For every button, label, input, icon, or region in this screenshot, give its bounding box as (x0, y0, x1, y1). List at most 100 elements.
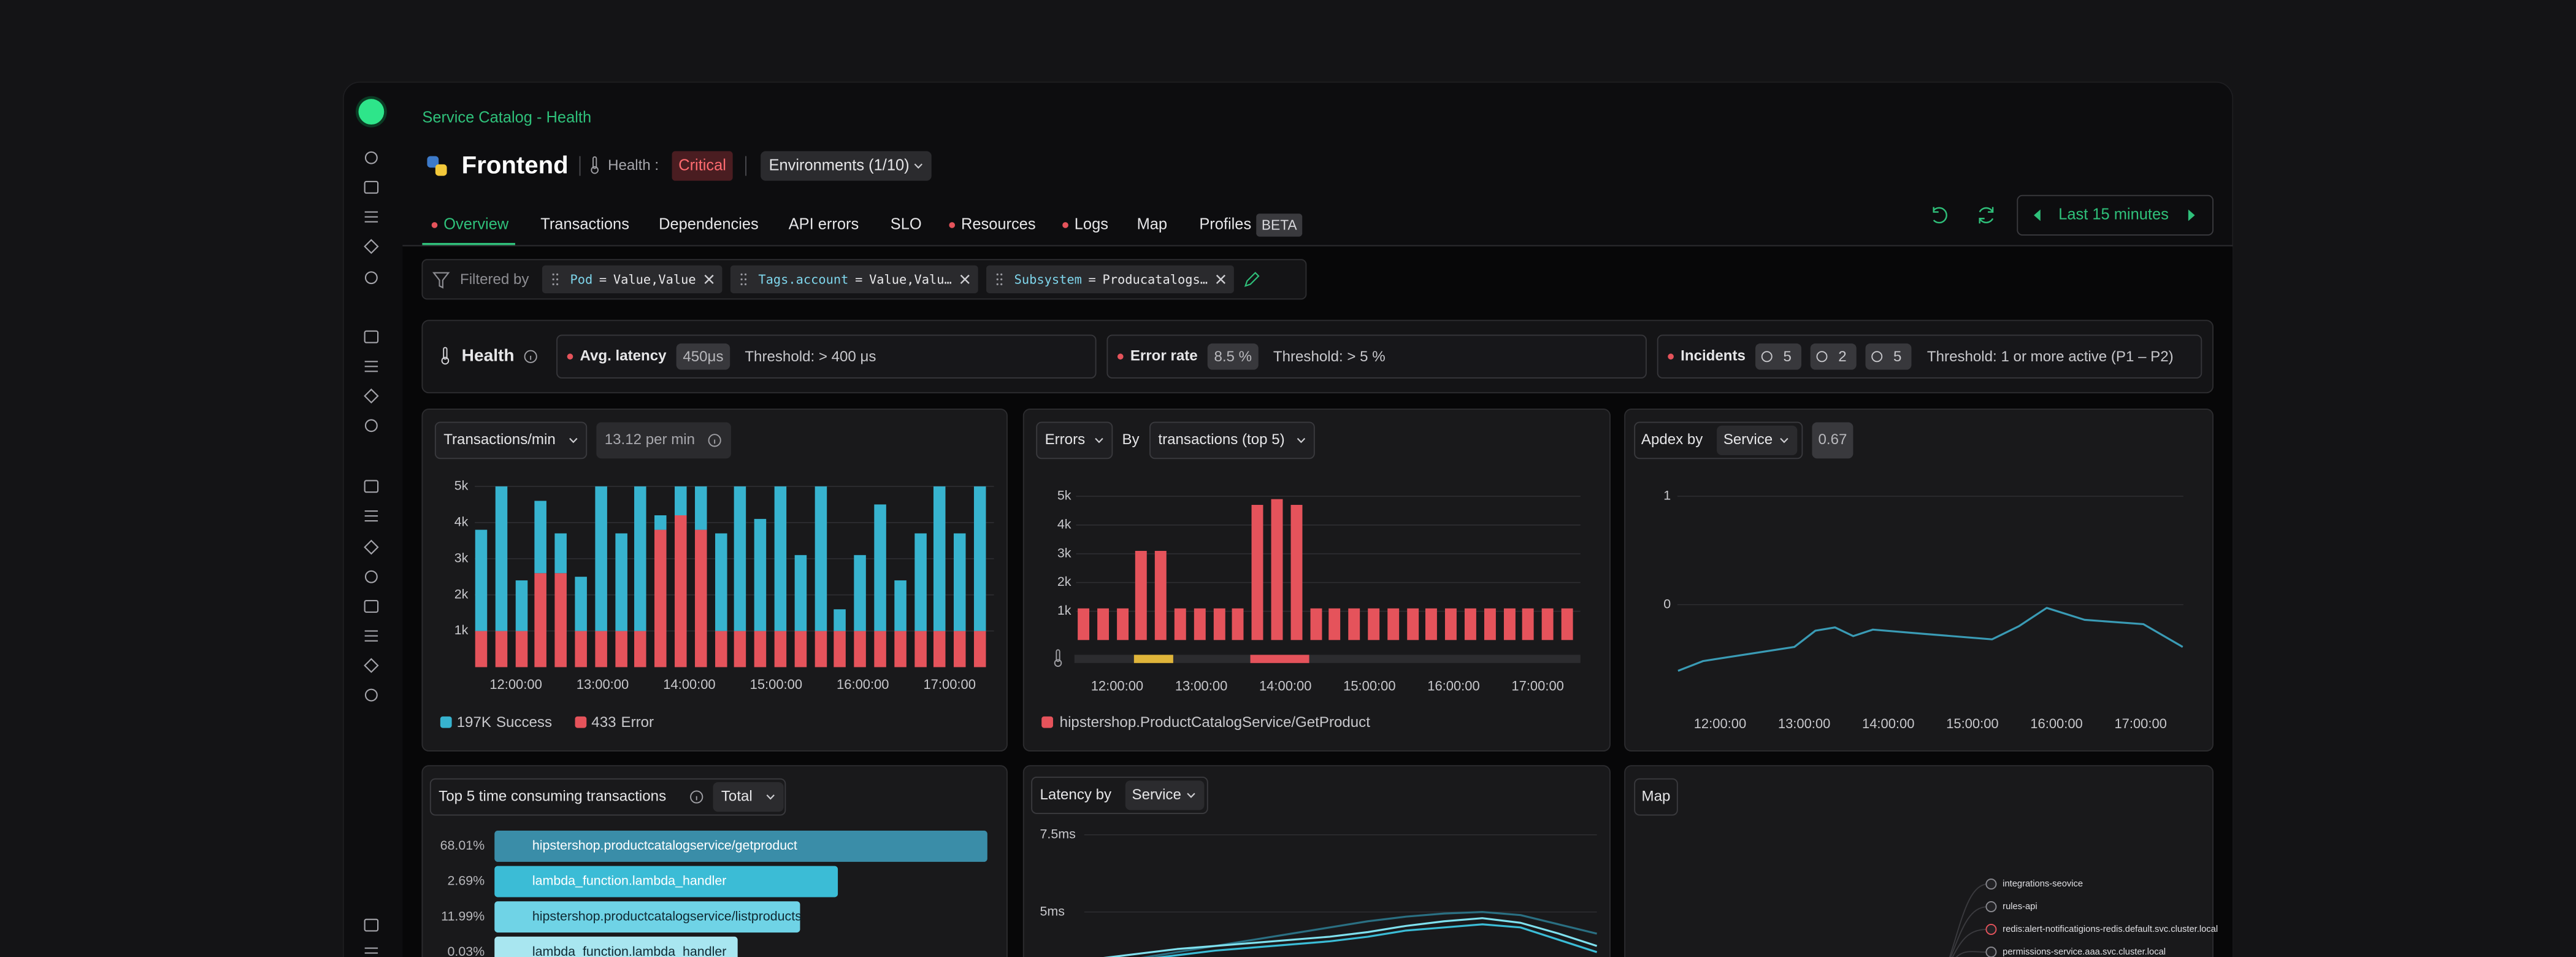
bar (1328, 608, 1341, 640)
row-percent: 11.99% (441, 909, 485, 923)
panel (1022, 409, 1611, 752)
bar (1387, 608, 1400, 640)
refresh-icon[interactable] (1979, 207, 1994, 224)
line (1677, 607, 2183, 672)
incident-badge (1755, 343, 1802, 370)
undo-icon[interactable] (1933, 207, 1947, 224)
tab[interactable]: Overview (443, 216, 509, 233)
x-tick-label: 14:00:00 (1862, 716, 1914, 731)
nav-icon[interactable] (364, 630, 378, 642)
x-tick-label: 12:00:00 (1694, 716, 1746, 731)
time-range: Last 15 minutes (2058, 206, 2169, 223)
tab[interactable]: Transactions (540, 216, 629, 233)
nav-icon[interactable] (364, 388, 379, 404)
bar (1464, 608, 1476, 640)
y-tick-label: 1k (1057, 603, 1071, 618)
service-dropdown[interactable] (1717, 425, 1798, 455)
nav-icon[interactable] (364, 539, 379, 555)
bar (933, 631, 946, 667)
bar (1232, 608, 1244, 640)
bar (834, 609, 846, 631)
total-dropdown[interactable] (713, 782, 784, 812)
nav-icon[interactable] (364, 947, 378, 957)
bar (973, 486, 986, 631)
thermometer-icon (443, 347, 448, 360)
legend-total: 433 (591, 714, 616, 731)
drag-handle (556, 283, 559, 285)
nav-icon[interactable] (364, 330, 379, 344)
edit-icon[interactable] (1244, 272, 1260, 287)
chip-remove[interactable] (704, 274, 714, 284)
errors-dropdown[interactable] (1036, 421, 1113, 459)
nav-icon[interactable] (364, 599, 379, 613)
y-tick-label: 1k (454, 623, 469, 637)
nav-icon[interactable] (364, 658, 379, 674)
incident-count: 5 (1784, 348, 1792, 365)
threshold: Threshold: > 5 % (1273, 348, 1386, 365)
nav-icon[interactable] (364, 570, 378, 583)
health-label: Health : (608, 157, 659, 174)
nav-icon[interactable] (364, 688, 378, 702)
bar (554, 573, 567, 667)
dropdown-label: Errors (1045, 431, 1086, 448)
prev-arrow[interactable] (2034, 209, 2041, 221)
nav-icon[interactable] (364, 419, 378, 432)
service-dropdown[interactable] (1125, 780, 1205, 810)
filter-chip[interactable] (730, 265, 978, 294)
python-icon (427, 156, 439, 168)
x-tick-label: 13:00:00 (577, 677, 629, 692)
nav-icon[interactable] (364, 510, 378, 522)
nav-icon[interactable] (364, 151, 378, 164)
map-node-label: permissions-service.aaa.svc.cluster.loca… (2003, 947, 2166, 957)
environments-dropdown[interactable] (761, 151, 932, 181)
logo[interactable] (358, 99, 385, 125)
breadcrumb[interactable]: Service Catalog - Health (422, 109, 591, 126)
tab[interactable]: Profiles (1199, 216, 1251, 233)
nav-icon[interactable] (364, 480, 379, 493)
thermometer-bulb (591, 166, 599, 174)
map-node[interactable] (1985, 946, 1997, 957)
nav-icon[interactable] (364, 211, 378, 223)
chip-remove[interactable] (1216, 274, 1225, 284)
nav-icon[interactable] (364, 271, 378, 285)
row-bar[interactable] (494, 866, 838, 897)
filter-chip[interactable] (986, 265, 1234, 294)
dropdown-label: Transactions/min (443, 431, 556, 448)
tab[interactable]: Map (1137, 216, 1167, 233)
tab[interactable]: Resources (961, 216, 1036, 233)
map-node[interactable] (1985, 878, 1997, 890)
tab[interactable]: Dependencies (659, 216, 759, 233)
map-header (1634, 778, 1678, 816)
row-bar[interactable] (494, 901, 800, 933)
row-bar[interactable] (494, 831, 987, 862)
chip-remove[interactable] (960, 274, 970, 284)
map-node[interactable] (1985, 924, 1997, 935)
next-arrow[interactable] (2188, 209, 2195, 221)
tab[interactable]: Logs (1075, 216, 1108, 233)
group-dropdown[interactable] (1149, 421, 1315, 459)
incident-icon (1816, 351, 1828, 363)
nav-icon[interactable] (364, 918, 379, 932)
chevron-icon (914, 163, 922, 169)
metric-dropdown[interactable] (434, 421, 588, 459)
thermometer-bulb (441, 356, 450, 365)
filter-chip[interactable] (542, 265, 723, 294)
nav-icon[interactable] (364, 361, 378, 372)
nav-icon[interactable] (364, 239, 379, 255)
health-title: Health (462, 346, 515, 365)
bar (534, 501, 546, 574)
bar (1444, 608, 1457, 640)
bar (774, 486, 787, 631)
map-node[interactable] (1985, 901, 1997, 913)
dropdown-label: transactions (top 5) (1158, 431, 1284, 448)
row-bar[interactable] (494, 936, 738, 957)
time-range-box[interactable] (2017, 194, 2214, 236)
line (1141, 911, 1597, 957)
thermometer-bulb (1054, 659, 1062, 667)
tab[interactable]: SLO (891, 216, 922, 233)
nav-icon[interactable] (364, 180, 379, 194)
tab[interactable]: API errors (789, 216, 859, 233)
bar (953, 533, 966, 631)
bar (815, 486, 827, 631)
